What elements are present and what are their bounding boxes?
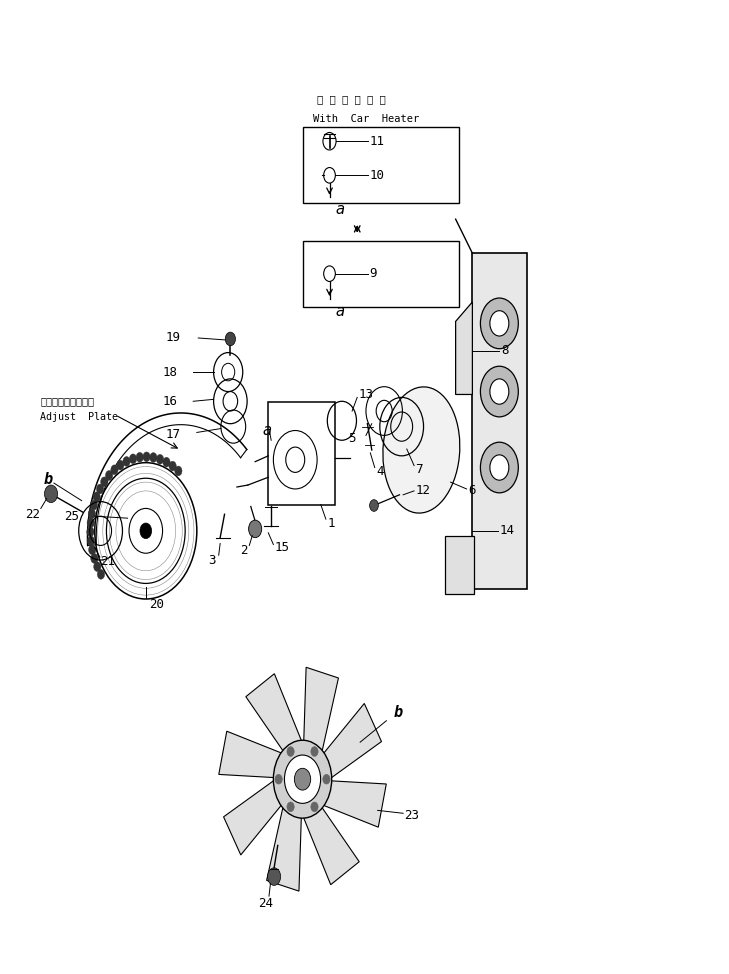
Circle shape: [287, 747, 295, 757]
Circle shape: [87, 527, 94, 537]
Circle shape: [93, 492, 101, 502]
Text: a: a: [335, 304, 345, 319]
Circle shape: [480, 298, 518, 349]
Circle shape: [87, 536, 95, 545]
Circle shape: [140, 523, 152, 539]
Text: With  Car  Heater: With Car Heater: [313, 114, 420, 124]
Polygon shape: [304, 807, 359, 884]
Circle shape: [143, 452, 150, 462]
Circle shape: [90, 553, 98, 563]
Text: 3: 3: [208, 553, 216, 567]
Circle shape: [87, 518, 94, 528]
Circle shape: [273, 740, 332, 818]
Circle shape: [490, 311, 509, 336]
Text: カ ー ヒ ー タ 付: カ ー ヒ ー タ 付: [317, 94, 386, 104]
Circle shape: [268, 868, 281, 885]
Text: 15: 15: [275, 541, 290, 554]
Circle shape: [249, 520, 262, 538]
Bar: [472, 253, 527, 589]
Bar: [303, 127, 459, 203]
Circle shape: [480, 442, 518, 493]
Text: 20: 20: [149, 598, 164, 612]
Text: 25: 25: [63, 509, 79, 523]
Text: b: b: [394, 705, 403, 721]
Text: アジャストプレート: アジャストプレート: [40, 396, 94, 406]
Text: 23: 23: [405, 808, 420, 822]
Text: 16: 16: [162, 394, 177, 408]
Text: 11: 11: [370, 134, 385, 148]
Text: 7: 7: [416, 463, 423, 476]
Circle shape: [287, 802, 295, 811]
Circle shape: [284, 755, 321, 804]
Text: 13: 13: [359, 388, 374, 401]
Circle shape: [225, 332, 235, 346]
Text: 6: 6: [468, 484, 475, 498]
Ellipse shape: [383, 387, 460, 513]
Circle shape: [311, 802, 318, 811]
Text: 21: 21: [101, 555, 116, 569]
Text: 12: 12: [416, 484, 431, 498]
Text: 22: 22: [26, 507, 41, 521]
Circle shape: [96, 484, 104, 494]
Circle shape: [480, 366, 518, 417]
Circle shape: [89, 545, 96, 555]
Circle shape: [169, 462, 176, 471]
Circle shape: [295, 768, 311, 790]
Text: a: a: [335, 202, 345, 217]
Text: 2: 2: [241, 543, 248, 557]
Polygon shape: [246, 674, 301, 751]
Bar: [268, 402, 335, 505]
Polygon shape: [304, 667, 338, 751]
Circle shape: [111, 465, 118, 474]
Text: 5: 5: [348, 431, 356, 445]
Text: 1: 1: [327, 516, 335, 530]
Circle shape: [90, 501, 98, 510]
Circle shape: [101, 477, 108, 487]
Circle shape: [106, 470, 113, 480]
Text: 19: 19: [165, 331, 181, 345]
Circle shape: [98, 570, 105, 580]
Circle shape: [370, 500, 378, 511]
Circle shape: [275, 774, 282, 784]
Text: 9: 9: [370, 267, 377, 281]
Text: 24: 24: [258, 897, 273, 911]
Text: a: a: [262, 423, 272, 438]
Polygon shape: [324, 703, 381, 777]
Text: 8: 8: [501, 344, 508, 357]
Text: b: b: [44, 471, 53, 487]
Text: 4: 4: [376, 465, 383, 478]
Circle shape: [175, 467, 182, 476]
Polygon shape: [224, 781, 281, 855]
Circle shape: [117, 461, 124, 470]
Text: 14: 14: [499, 524, 515, 538]
Bar: [445, 536, 474, 594]
Polygon shape: [324, 781, 386, 827]
Circle shape: [130, 454, 137, 464]
Circle shape: [323, 774, 330, 784]
Text: 18: 18: [162, 365, 177, 379]
Circle shape: [44, 485, 58, 503]
Text: Adjust  Plate: Adjust Plate: [40, 412, 118, 422]
Circle shape: [136, 452, 144, 462]
Polygon shape: [456, 302, 472, 394]
Circle shape: [123, 457, 130, 467]
Circle shape: [490, 379, 509, 404]
Circle shape: [163, 457, 170, 467]
Circle shape: [88, 509, 95, 519]
Circle shape: [157, 455, 164, 465]
Text: 17: 17: [165, 428, 181, 441]
Text: 10: 10: [370, 169, 385, 182]
Polygon shape: [219, 731, 281, 777]
Bar: [303, 241, 459, 307]
Circle shape: [94, 562, 101, 572]
Polygon shape: [267, 807, 301, 891]
Circle shape: [149, 453, 157, 463]
Circle shape: [311, 747, 318, 757]
Circle shape: [490, 455, 509, 480]
